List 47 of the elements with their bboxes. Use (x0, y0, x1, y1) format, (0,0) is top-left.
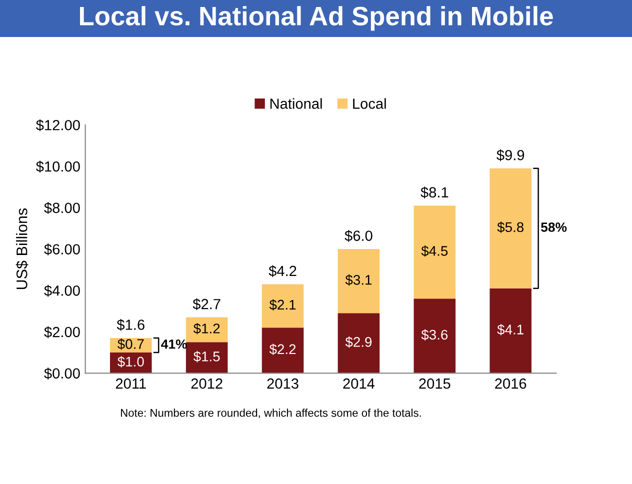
total-label: $1.6 (116, 318, 144, 331)
y-tick-label: $4.00 (44, 284, 80, 297)
y-tick-label: $10.00 (36, 160, 80, 173)
data-label: $5.8 (497, 222, 524, 233)
data-label: $1.5 (193, 350, 220, 362)
bar (338, 249, 380, 314)
total-label: $2.7 (192, 298, 220, 310)
data-label: $4.1 (497, 324, 524, 336)
y-tick-label: $8.00 (44, 202, 80, 214)
bar (186, 342, 228, 374)
x-tick-label: 2015 (419, 378, 450, 389)
data-label: $2.9 (345, 336, 372, 348)
chart-title: Local vs. National Ad Spend in Mobile (80, 6, 553, 31)
bar (414, 206, 456, 299)
legend-label: National (270, 98, 322, 109)
data-label: $2.1 (269, 299, 296, 310)
x-tick-label: 2012 (191, 378, 222, 389)
bar (490, 288, 532, 374)
bar (262, 328, 304, 374)
x-tick-label: 2014 (343, 378, 375, 389)
data-label: $3.6 (421, 329, 448, 340)
bar (490, 168, 532, 288)
y-tick-label: $12.00 (36, 119, 80, 132)
data-label: $3.1 (345, 274, 372, 286)
x-tick-label: 2011 (116, 378, 146, 389)
data-label: $4.5 (421, 245, 448, 257)
annotation: 58% (541, 222, 567, 232)
text: Note: Numbers are rounded, which affects some of the totals. (120, 408, 421, 418)
y-tick-label: $0.00 (44, 368, 80, 380)
bar (186, 317, 228, 342)
data-label: $0.7 (118, 338, 144, 350)
y-axis-title: US$ Billions (16, 208, 28, 290)
bar (262, 284, 304, 328)
bar (338, 313, 380, 374)
total-label: $4.2 (268, 265, 296, 278)
x-tick-label: 2013 (267, 378, 298, 389)
y-tick-label: $6.00 (44, 244, 80, 256)
x-tick-label: 2016 (495, 378, 526, 389)
total-label: $6.0 (344, 230, 372, 242)
data-label: $1.2 (193, 323, 220, 334)
legend-label: Local (353, 98, 386, 109)
data-label: $1.0 (118, 356, 144, 368)
y-tick-label: $2.00 (44, 326, 80, 338)
data-label: $2.2 (269, 344, 296, 355)
total-label: $9.9 (496, 149, 524, 162)
total-label: $8.1 (420, 186, 448, 198)
bar (414, 298, 456, 374)
